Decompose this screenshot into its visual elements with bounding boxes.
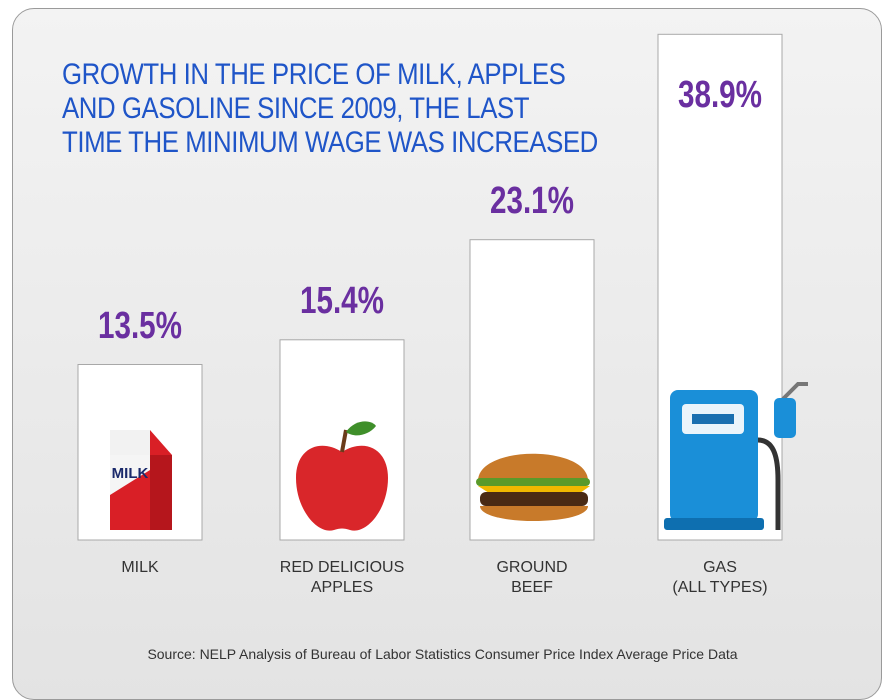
- x-tick-label: GAS (ALL TYPES): [672, 559, 768, 596]
- burger-icon: [476, 453, 590, 521]
- gas-pump-icon: [664, 382, 808, 530]
- x-tick-label: RED DELICIOUS APPLES: [279, 559, 405, 596]
- x-tick-label: MILK: [121, 559, 159, 576]
- chart-title: GROWTH IN THE PRICE OF MILK, APPLES AND …: [62, 58, 598, 159]
- value-label: 13.5%: [97, 304, 183, 347]
- source-note: Source: NELP Analysis of Bureau of Labor…: [147, 646, 738, 662]
- value-label: 23.1%: [489, 179, 575, 222]
- milk-icon: MILK: [110, 430, 172, 530]
- value-label: 38.9%: [677, 74, 763, 117]
- value-label: 15.4%: [299, 279, 385, 322]
- apple-icon: [296, 421, 388, 531]
- milk-icon-text: MILK: [112, 465, 149, 482]
- x-tick-label: GROUND BEEF: [496, 559, 568, 596]
